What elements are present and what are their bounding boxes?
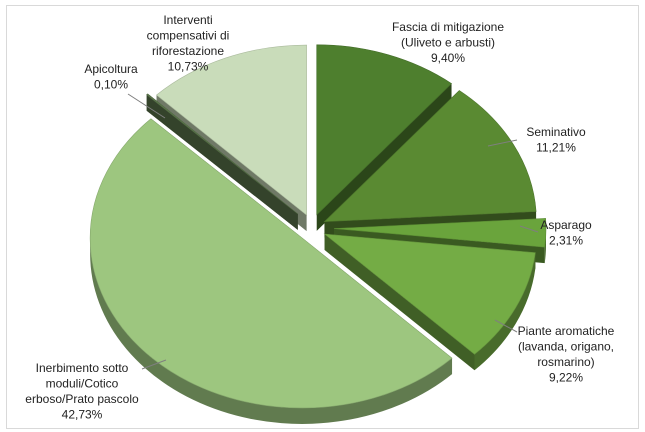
slice-label-4: Inerbimento sotto moduli/Cotico erboso/Pra… xyxy=(25,361,139,422)
slice-label-3-line-1: (lavanda, origano, xyxy=(518,340,614,354)
leader-line-2 xyxy=(519,225,539,233)
slice-label-3-line-3: 9,22% xyxy=(549,371,583,385)
pie-slice-4 xyxy=(89,118,453,409)
slice-label-6-line-0: Interventi xyxy=(163,13,212,27)
slice-label-4-line-1: moduli/Cotico xyxy=(46,377,119,391)
slice-label-0-line-0: Fascia di mitigazione xyxy=(392,20,504,34)
slice-label-5-line-0: Apicoltura xyxy=(84,62,138,76)
slice-label-6-line-3: 10,73% xyxy=(168,60,209,74)
slice-label-0-line-1: (Uliveto e arbusti) xyxy=(401,36,495,50)
slice-label-2-line-0: Asparago xyxy=(540,218,592,232)
pie-tops xyxy=(89,44,547,409)
pie-slice-1 xyxy=(323,90,537,222)
slice-label-0-line-2: 9,40% xyxy=(431,51,465,65)
leader-line-5 xyxy=(127,93,166,119)
leader-line-1 xyxy=(487,139,518,147)
slice-label-1-line-1: 11,21% xyxy=(536,141,576,155)
slice-label-2-line-1: 2,31% xyxy=(549,234,583,248)
pie-slice-2 xyxy=(333,218,547,248)
slice-rim-2-0 xyxy=(544,228,546,264)
pie-slice-6 xyxy=(156,44,307,216)
slice-wall-0-1 xyxy=(316,83,452,231)
slice-label-1-line-0: Seminativo xyxy=(526,125,586,139)
pie-slice-0 xyxy=(316,44,453,216)
slice-label-3: Piante aromatiche (lavanda, origano, rosma… xyxy=(518,324,615,385)
slice-label-5-line-1: 0,10% xyxy=(94,78,128,92)
slice-wall-3-1 xyxy=(324,234,475,371)
slice-wall-5-1 xyxy=(147,93,298,230)
slice-label-1: Seminativo 11,21% xyxy=(526,125,586,155)
pie-slice-5 xyxy=(146,93,298,215)
slice-label-3-line-0: Piante aromatiche xyxy=(518,324,615,338)
slice-label-0: Fascia di mitigazione (Uliveto e arbusti)… xyxy=(392,20,504,65)
slice-label-4-line-0: Inerbimento sotto xyxy=(36,361,129,375)
slice-label-3-line-2: rosmarino) xyxy=(537,355,594,369)
leader-line-3 xyxy=(494,319,518,333)
slice-label-5: Apicoltura 0,10% xyxy=(84,62,138,92)
slice-label-6-line-2: riforestazione xyxy=(152,44,224,58)
pie-slice-3 xyxy=(323,233,536,355)
slice-label-4-line-3: 42,73% xyxy=(62,408,103,422)
slice-label-4-line-2: erboso/Prato pascolo xyxy=(25,392,139,406)
slice-label-6: Interventi compensativi di riforestazione 1… xyxy=(147,13,230,74)
leader-line-4 xyxy=(141,359,167,370)
slice-label-6-line-1: compensativi di xyxy=(147,29,230,43)
slice-label-2: Asparago 2,31% xyxy=(540,218,592,248)
